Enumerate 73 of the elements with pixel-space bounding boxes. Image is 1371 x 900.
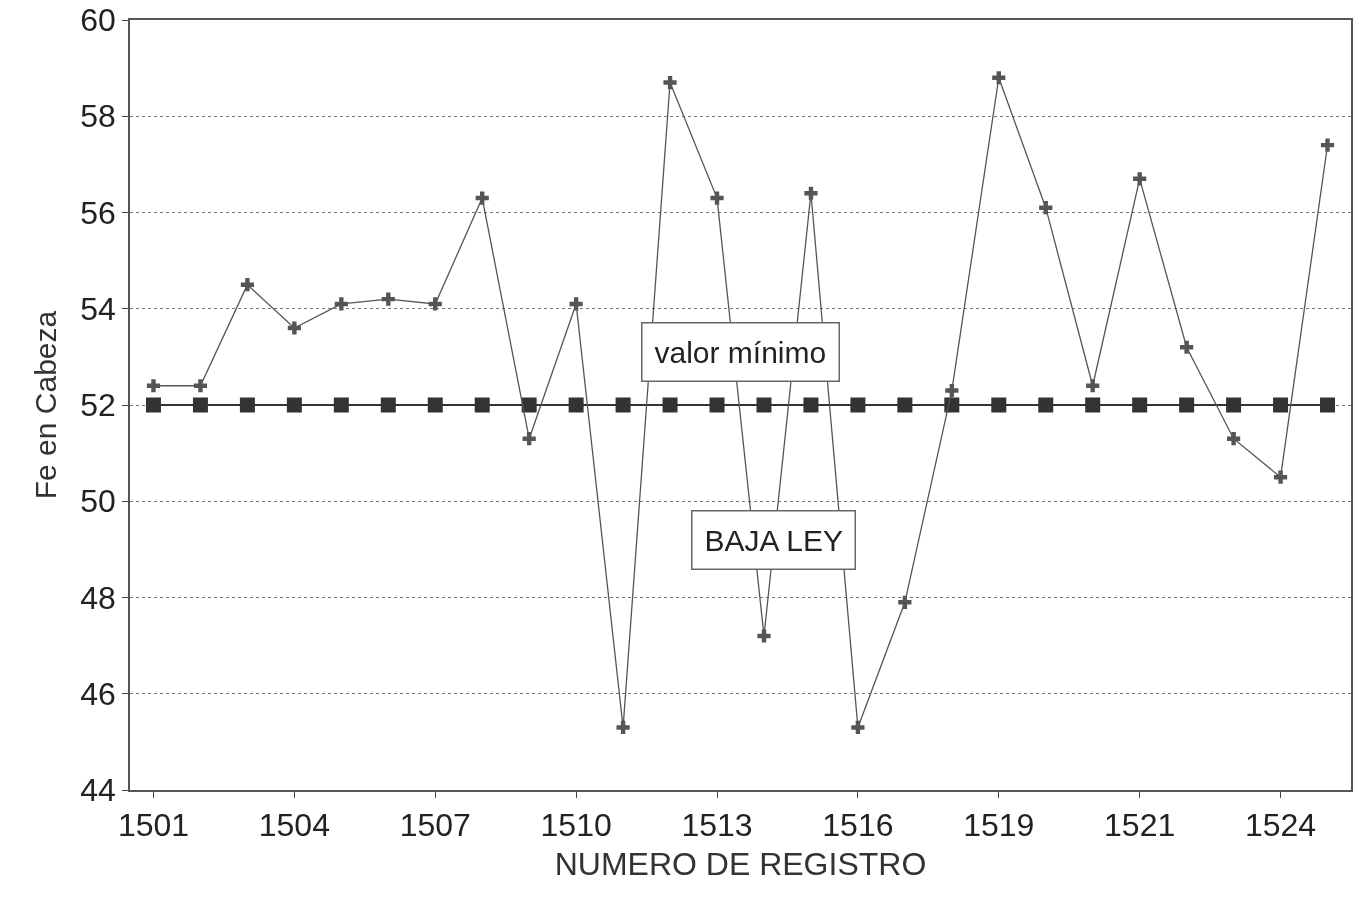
point — [757, 629, 771, 643]
annotation: BAJA LEY — [704, 523, 843, 557]
point — [146, 379, 161, 393]
x-tick-label: 1519 — [963, 807, 1035, 844]
x-axis-title: NUMERO DE REGISTRO — [554, 845, 927, 882]
point — [381, 292, 395, 306]
point — [756, 397, 772, 413]
point — [239, 397, 255, 413]
point — [333, 397, 349, 413]
point — [1038, 397, 1054, 413]
point — [427, 397, 443, 413]
x-tick-label: 1516 — [822, 807, 894, 844]
y-tick-label: 46 — [80, 675, 116, 712]
point — [710, 191, 724, 205]
point — [428, 297, 442, 311]
point — [1320, 397, 1336, 413]
y-tick-label: 48 — [80, 579, 116, 616]
x-tick-label: 1507 — [399, 807, 471, 844]
point — [991, 397, 1007, 413]
point — [663, 75, 677, 90]
point — [569, 297, 583, 311]
y-tick-label: 56 — [80, 194, 116, 231]
y-tick-label: 58 — [80, 98, 116, 135]
point — [709, 397, 725, 413]
point — [898, 595, 912, 609]
point — [192, 397, 208, 413]
point — [1086, 379, 1100, 393]
y-tick-label: 50 — [80, 483, 116, 520]
point — [334, 297, 348, 311]
y-tick-label: 44 — [80, 772, 116, 809]
point — [1273, 397, 1289, 413]
point — [145, 397, 161, 413]
point — [380, 397, 396, 413]
x-tick-label: 1501 — [117, 807, 190, 844]
x-tick-label: 1504 — [258, 807, 330, 844]
point — [615, 397, 631, 413]
point — [804, 186, 818, 200]
point — [1039, 201, 1053, 215]
x-tick-label: 1521 — [1104, 807, 1176, 844]
point — [850, 397, 866, 413]
x-tick-label: 1510 — [540, 807, 612, 844]
point — [1180, 340, 1194, 354]
point — [803, 397, 819, 413]
y-tick-label: 54 — [80, 290, 116, 327]
point — [475, 191, 489, 205]
point — [1226, 397, 1242, 413]
point — [1179, 397, 1195, 413]
point — [897, 397, 913, 413]
point — [1133, 172, 1147, 186]
x-tick-label: 1524 — [1244, 807, 1317, 844]
y-tick-label: 60 — [80, 2, 116, 39]
x-tick-label: 1513 — [681, 807, 753, 844]
point — [1227, 432, 1241, 446]
point — [1085, 397, 1101, 413]
point — [1320, 138, 1335, 152]
y-tick-label: 52 — [80, 387, 116, 424]
point — [522, 432, 536, 446]
point — [193, 379, 208, 393]
point — [568, 397, 584, 413]
annotation: valor mínimo — [654, 335, 827, 369]
point — [992, 71, 1006, 85]
point — [1273, 470, 1288, 484]
y-axis-title: Fe en Cabeza — [28, 310, 62, 500]
point — [474, 397, 490, 413]
point — [945, 383, 959, 398]
point — [287, 321, 301, 335]
point — [286, 397, 302, 413]
point — [662, 397, 678, 413]
point — [616, 720, 630, 735]
point — [1132, 397, 1148, 413]
point — [851, 720, 865, 735]
point — [240, 278, 254, 292]
point — [521, 397, 537, 413]
